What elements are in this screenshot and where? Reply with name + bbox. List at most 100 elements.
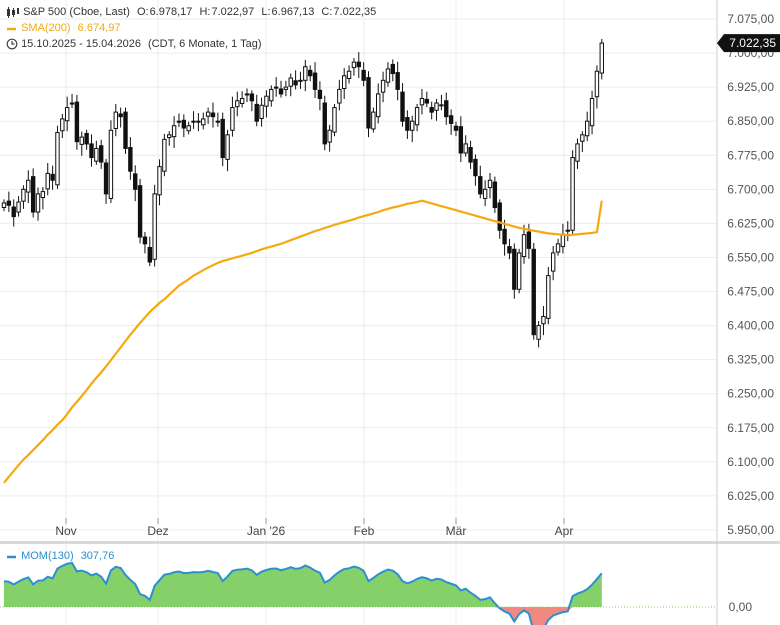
ohlc-low: 6.967,13 — [271, 6, 315, 18]
candle-body — [541, 316, 546, 325]
ohlc-close: 7.022,35 — [333, 6, 377, 18]
pane-divider[interactable] — [0, 541, 780, 544]
y-tick-label: 6.175,00 — [727, 421, 774, 435]
candle-body — [502, 228, 507, 245]
candle-body — [434, 102, 439, 111]
price-axis: 7.075,007.000,006.925,006.850,006.775,00… — [727, 12, 774, 537]
legend-range-row: 15.10.2025 - 15.04.2026 (CDT, 6 Monate, … — [6, 38, 266, 50]
candle-body — [351, 61, 357, 69]
candle-body — [167, 134, 172, 139]
candle-body — [215, 120, 221, 123]
candle-body — [516, 252, 522, 290]
sma-value: 6.674,97 — [77, 22, 121, 34]
candle-body — [201, 118, 206, 126]
mom-negative-fill — [4, 607, 602, 625]
candle-body — [118, 113, 123, 118]
sma-line — [3, 199, 603, 484]
mom-line — [3, 561, 603, 625]
candle-body — [395, 72, 400, 90]
candle-body — [186, 125, 191, 132]
x-tick-label: Dez — [147, 524, 168, 538]
candle-body — [128, 147, 133, 172]
candle-body — [492, 181, 498, 209]
candle-body — [356, 61, 361, 68]
candle-body — [312, 72, 318, 90]
candle-body — [575, 143, 580, 162]
ohlc-low-label: L: — [261, 6, 271, 18]
last-price-marker: 7.022,35 — [717, 34, 780, 53]
candle-body — [444, 100, 449, 118]
candle-body — [142, 236, 148, 245]
candle-body — [235, 100, 240, 108]
candle-body — [133, 173, 138, 190]
candle-body — [439, 104, 444, 107]
candle-body — [473, 158, 478, 177]
candle-body — [283, 86, 289, 90]
candle-body — [307, 69, 313, 77]
y-tick-label: 6.475,00 — [727, 285, 774, 299]
candle-body — [171, 125, 177, 138]
candle-body — [220, 118, 225, 159]
candle-body — [497, 202, 502, 231]
candle-body — [400, 91, 405, 122]
y-tick-label: 6.325,00 — [727, 353, 774, 367]
candle-body — [191, 120, 196, 123]
candle-body — [317, 89, 323, 99]
mom-label: MOM(130) — [21, 550, 74, 562]
candle-body — [585, 120, 590, 137]
chart-title: S&P 500 (Cboe, Last) — [23, 6, 130, 18]
candle-body — [536, 325, 541, 340]
candle-body — [507, 246, 512, 254]
candle-body — [60, 118, 65, 132]
candle-body — [30, 176, 36, 213]
candle-body — [278, 88, 284, 95]
candle-body — [487, 179, 493, 189]
candle-body — [26, 179, 31, 193]
candle-body — [410, 120, 415, 131]
candle-body — [366, 77, 371, 129]
y-tick-label: 6.250,00 — [727, 387, 774, 401]
candle-body — [478, 176, 483, 195]
y-tick-label: 6.025,00 — [727, 489, 774, 503]
candle-body — [385, 68, 391, 83]
candle-body — [371, 111, 376, 130]
candle-body — [264, 95, 269, 107]
date-range: 15.10.2025 - 15.04.2026 — [21, 38, 141, 50]
candle-body — [599, 42, 604, 74]
legend-title-row: S&P 500 (Cboe, Last) O:6.978,17 H:7.022,… — [6, 6, 380, 18]
candle-body — [273, 86, 279, 89]
candle-body — [84, 132, 89, 145]
candle-body — [332, 107, 337, 133]
time-axis: Nov Dez Jan '26 Feb Mär Apr — [55, 518, 573, 538]
candle-body — [103, 162, 109, 195]
ohlc-high-label: H: — [199, 6, 211, 18]
candle-body — [531, 248, 536, 336]
x-tick-label: Nov — [55, 524, 76, 538]
legend-sma-row: SMA(200) 6.674,97 — [6, 22, 124, 34]
candle-body — [269, 88, 274, 102]
candle-body — [322, 102, 327, 145]
candle-body — [74, 101, 80, 143]
candle-body — [113, 111, 118, 129]
candle-body — [244, 93, 250, 96]
ohlc-high: 7.022,97 — [211, 6, 255, 18]
candle-body — [99, 145, 104, 163]
candle-body — [555, 243, 561, 253]
ohlc-close-label: C: — [321, 6, 333, 18]
candle-body — [176, 120, 182, 123]
candle-body — [21, 188, 26, 202]
candle-body — [35, 193, 41, 213]
candle-body — [288, 77, 293, 87]
last-price-label: 7.022,35 — [729, 36, 776, 50]
candle-body — [64, 107, 70, 122]
candle-body — [205, 111, 211, 117]
y-tick-label: 6.400,00 — [727, 319, 774, 333]
candle-body — [458, 126, 464, 154]
y-tick-label: 6.700,00 — [727, 182, 774, 196]
x-tick-label: Apr — [555, 524, 574, 538]
candle-body — [147, 246, 153, 263]
clock-icon — [6, 38, 18, 50]
candle-body — [463, 143, 468, 154]
candle-body — [390, 63, 396, 75]
